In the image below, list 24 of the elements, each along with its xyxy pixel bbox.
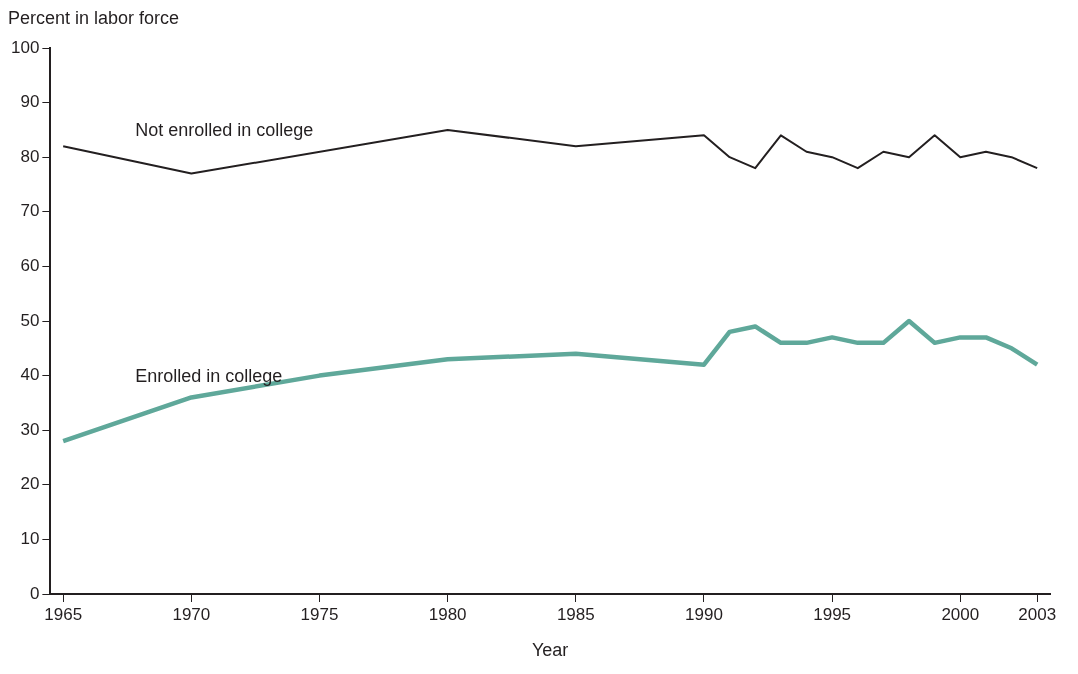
x-tick-label: 1970: [172, 604, 211, 624]
x-tick-label: 1965: [44, 604, 83, 624]
series-label: Not enrolled in college: [135, 119, 314, 140]
x-tick-label: 1980: [428, 604, 467, 624]
x-tick-label: 2000: [941, 604, 980, 624]
series-label: Enrolled in college: [135, 365, 283, 386]
y-tick-label: 50: [20, 310, 40, 330]
y-tick-label: 70: [20, 201, 40, 221]
y-tick-label: 100: [10, 37, 40, 57]
y-tick-label: 20: [20, 474, 40, 494]
y-tick-label: 40: [20, 365, 40, 385]
x-tick-label: 1990: [685, 604, 723, 624]
x-axis-title: Year: [531, 640, 569, 661]
y-axis-title: Percent in labor force: [8, 7, 180, 28]
y-tick-label: 80: [20, 146, 40, 166]
y-tick-label: 90: [20, 92, 40, 112]
y-tick-label: 10: [20, 529, 40, 549]
x-tick-label: 1975: [300, 604, 339, 624]
y-tick-label: 0: [29, 583, 40, 603]
x-tick-label: 2003: [1018, 604, 1057, 624]
y-tick-label: 30: [20, 419, 40, 439]
x-tick-label: 1995: [813, 604, 852, 624]
x-tick-label: 1985: [556, 604, 595, 624]
y-tick-label: 60: [20, 256, 40, 276]
